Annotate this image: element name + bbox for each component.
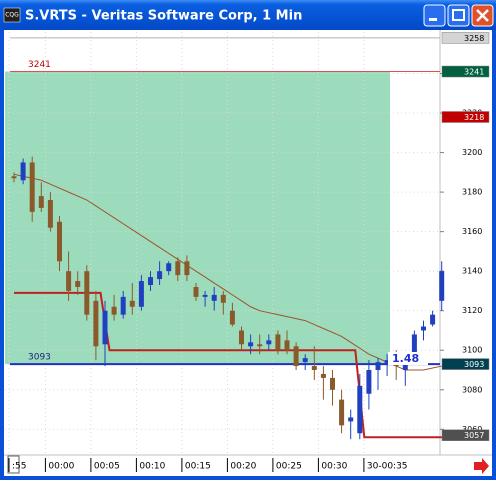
x-tick-label: 00:05 <box>94 462 120 472</box>
price-box-label: 3258 <box>464 34 484 43</box>
candle-body <box>184 261 190 276</box>
app-icon-mark: CQG <box>5 12 19 19</box>
x-tick-label: 30-00:35 <box>367 462 408 472</box>
x-tick-label: 00:15 <box>185 462 211 472</box>
candle-body <box>284 340 290 351</box>
y-tick-label: 3180 <box>462 188 482 197</box>
candle-body <box>330 377 335 390</box>
candle-body <box>375 362 381 371</box>
candle-body <box>138 281 144 307</box>
y-tick-label: 3200 <box>462 148 482 157</box>
candle-body <box>11 176 17 179</box>
price-box <box>441 32 490 44</box>
candle-body <box>57 221 62 262</box>
price-box <box>441 429 490 441</box>
x-tick-label: 00:30 <box>321 462 347 472</box>
candle-body <box>38 196 44 208</box>
price-box <box>441 111 490 123</box>
x-tick-label: 00:10 <box>139 462 165 472</box>
candle-body <box>366 370 372 394</box>
candle-body <box>220 294 226 303</box>
candle-body <box>411 334 417 361</box>
candle-body <box>257 344 263 347</box>
y-tick-label: 3140 <box>462 267 482 276</box>
y-tick-label: 3120 <box>462 306 482 315</box>
y-tick-label: 3080 <box>462 385 482 394</box>
candle-body <box>166 263 172 272</box>
y-tick-label: 3060 <box>462 425 482 434</box>
candle-body <box>211 294 217 301</box>
app-icon <box>3 7 21 23</box>
x-tick-label: 00:20 <box>230 462 256 472</box>
price-box-label: 3218 <box>464 113 484 122</box>
price-box-label: 3241 <box>464 68 484 77</box>
candle-body <box>293 346 299 367</box>
price-box <box>441 358 490 370</box>
candle-body <box>75 281 81 287</box>
price-box-label: 3093 <box>464 360 484 369</box>
overlay-line <box>13 173 442 371</box>
candle-body <box>129 300 135 307</box>
price-line-label: 3093 <box>28 353 51 363</box>
annotation-bg <box>388 352 428 365</box>
candle-body <box>148 277 153 286</box>
close-button[interactable] <box>471 4 494 27</box>
candle-body <box>193 286 199 297</box>
candle-body <box>275 334 281 351</box>
candle-body <box>302 358 308 363</box>
candle-body <box>229 310 235 325</box>
candle-body <box>320 373 326 378</box>
x-tick-label: :55 <box>12 462 26 472</box>
zone <box>5 71 390 365</box>
scroll-box[interactable] <box>7 455 20 474</box>
annotation: 1.48 <box>392 352 419 365</box>
candle-body <box>175 261 181 276</box>
candle-body <box>202 294 208 297</box>
candle-body <box>430 314 436 325</box>
candle-body <box>66 271 72 291</box>
minimize-button[interactable] <box>423 4 446 27</box>
title-bar <box>0 0 496 30</box>
candle-body <box>20 162 26 181</box>
candle-body <box>84 271 90 315</box>
x-tick-label: 00:00 <box>48 462 74 472</box>
y-tick-label: 3160 <box>462 227 482 236</box>
candle-body <box>266 340 272 345</box>
maximize-button[interactable] <box>447 4 470 27</box>
candle-body <box>29 162 35 212</box>
candle-body <box>339 399 345 426</box>
price-box <box>441 65 490 78</box>
candle-body <box>384 360 390 365</box>
candle-body <box>439 271 445 301</box>
candle-body <box>102 310 108 345</box>
x-tick-label: 00:25 <box>276 462 302 472</box>
scroll-arrow[interactable] <box>474 458 489 474</box>
y-tick-label: 3100 <box>462 346 482 355</box>
candle-body <box>157 271 163 280</box>
plot: 3060308031003120314031603180320032203240… <box>5 32 490 472</box>
candle-body <box>311 366 317 371</box>
price-line-label: 3241 <box>28 60 51 70</box>
candle-body <box>120 296 126 315</box>
window-title: S.VRTS - Veritas Software Corp, 1 Min <box>25 9 302 24</box>
price-box-label: 3057 <box>464 431 484 440</box>
candle-body <box>248 342 254 347</box>
candle-body <box>421 326 426 331</box>
candle-body <box>111 306 117 315</box>
candle-body <box>357 385 363 434</box>
candle-body <box>402 360 408 371</box>
candle-body <box>348 417 354 422</box>
candle-body <box>239 330 244 345</box>
candle-body <box>93 300 99 347</box>
candle-body <box>47 200 53 228</box>
